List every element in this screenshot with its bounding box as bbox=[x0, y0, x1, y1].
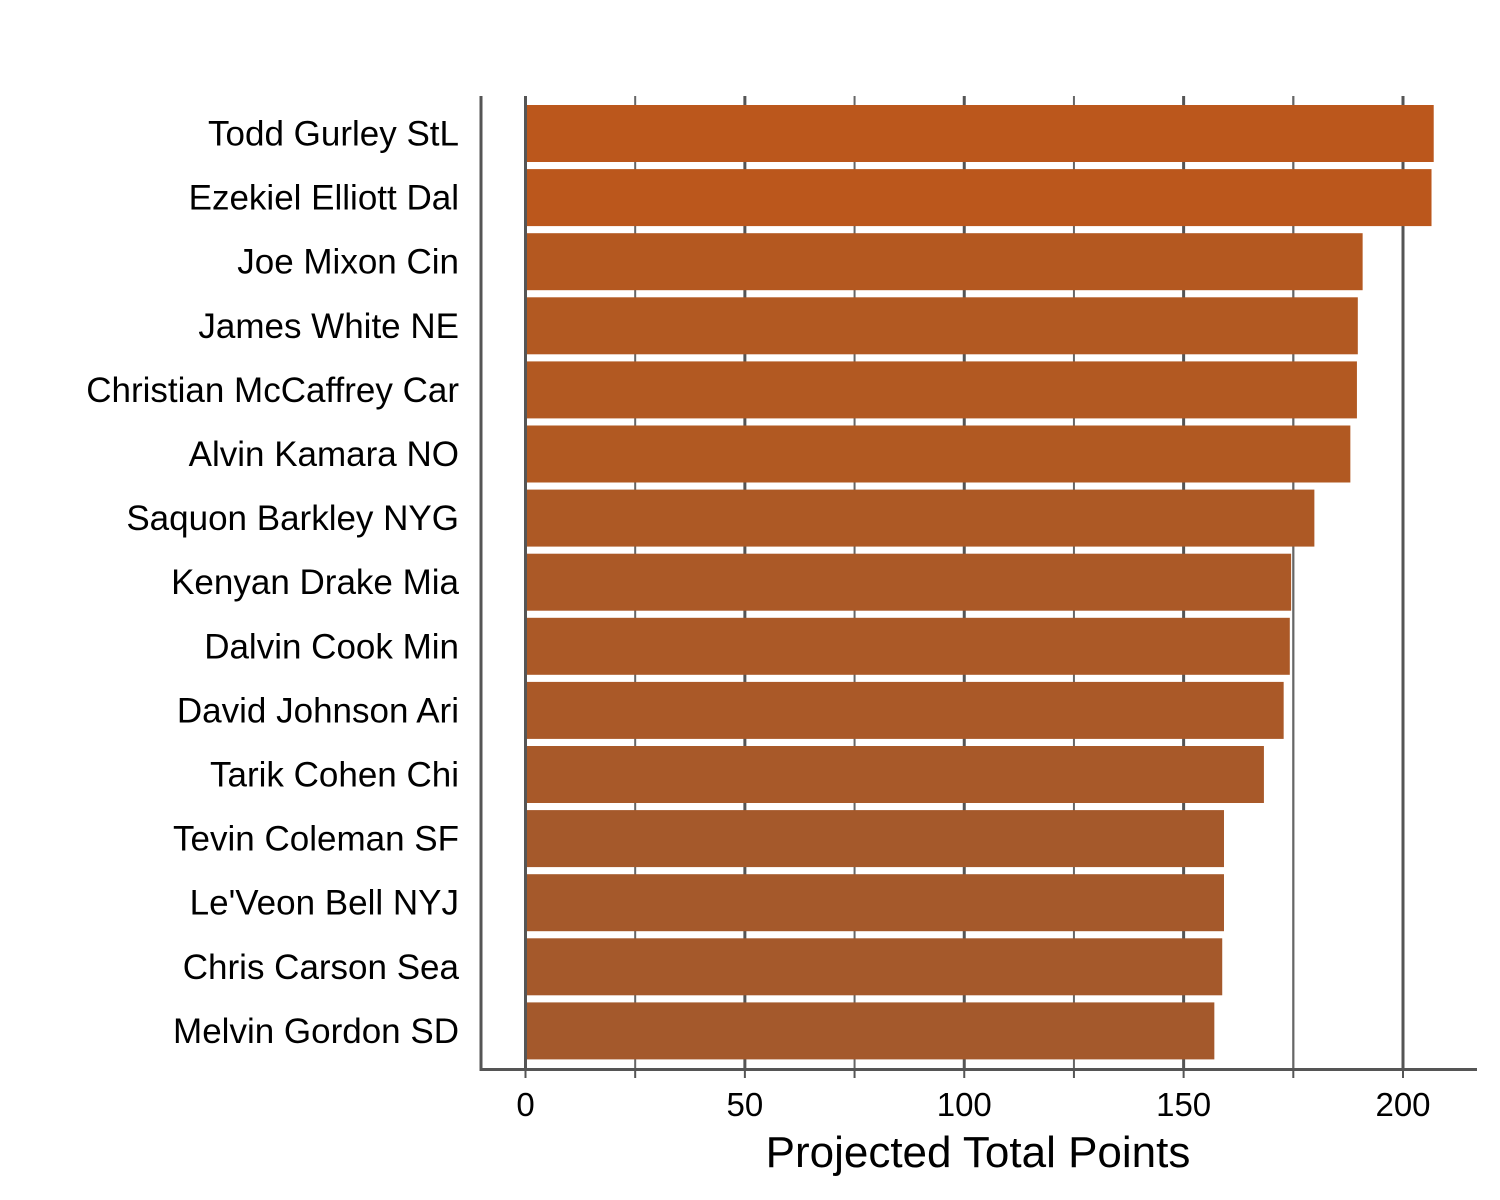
x-tick-labels: 0 50 100 150 200 bbox=[516, 1086, 1430, 1123]
player-label-9: David Johnson Ari bbox=[177, 691, 459, 730]
x-tick-label-200: 200 bbox=[1375, 1086, 1430, 1123]
bar-2 bbox=[525, 233, 1363, 291]
player-label-5: Alvin Kamara NO bbox=[189, 435, 459, 474]
bar-0 bbox=[525, 105, 1434, 162]
bar-3 bbox=[525, 297, 1358, 355]
bar-14 bbox=[525, 1002, 1215, 1060]
axes bbox=[479, 96, 1477, 1078]
bar-7 bbox=[525, 553, 1292, 611]
player-label-12: Le'Veon Bell NYJ bbox=[190, 884, 459, 923]
player-label-4: Christian McCaffrey Car bbox=[86, 371, 459, 410]
player-label-0: Todd Gurley StL bbox=[208, 115, 459, 154]
bar-11 bbox=[525, 810, 1224, 868]
player-label-14: Melvin Gordon SD bbox=[173, 1012, 459, 1051]
player-label-8: Dalvin Cook Min bbox=[204, 627, 459, 666]
player-label-2: Joe Mixon Cin bbox=[237, 243, 459, 282]
player-label-11: Tevin Coleman SF bbox=[173, 820, 459, 859]
bar-5 bbox=[525, 425, 1351, 483]
x-tick-label-100: 100 bbox=[937, 1086, 992, 1123]
bars bbox=[525, 105, 1434, 1060]
player-label-3: James White NE bbox=[198, 307, 459, 346]
player-label-6: Saquon Barkley NYG bbox=[126, 499, 459, 538]
x-tick-label-150: 150 bbox=[1156, 1086, 1211, 1123]
x-tick-label-0: 0 bbox=[516, 1086, 534, 1123]
bar-8 bbox=[525, 617, 1290, 675]
player-label-1: Ezekiel Elliott Dal bbox=[189, 179, 459, 218]
player-label-10: Tarik Cohen Chi bbox=[210, 756, 459, 795]
bar-9 bbox=[525, 681, 1284, 739]
bar-12 bbox=[525, 874, 1224, 932]
player-labels: Todd Gurley StL Ezekiel Elliott Dal Joe Mi… bbox=[86, 115, 459, 1051]
player-label-13: Chris Carson Sea bbox=[183, 948, 460, 987]
bar-1 bbox=[525, 169, 1432, 227]
bar-10 bbox=[525, 746, 1264, 803]
x-tick-label-50: 50 bbox=[727, 1086, 764, 1123]
x-axis-title: Projected Total Points bbox=[766, 1128, 1191, 1177]
bar-4 bbox=[525, 361, 1357, 419]
player-label-7: Kenyan Drake Mia bbox=[171, 563, 459, 602]
bar-6 bbox=[525, 489, 1315, 547]
bar-13 bbox=[525, 938, 1223, 996]
